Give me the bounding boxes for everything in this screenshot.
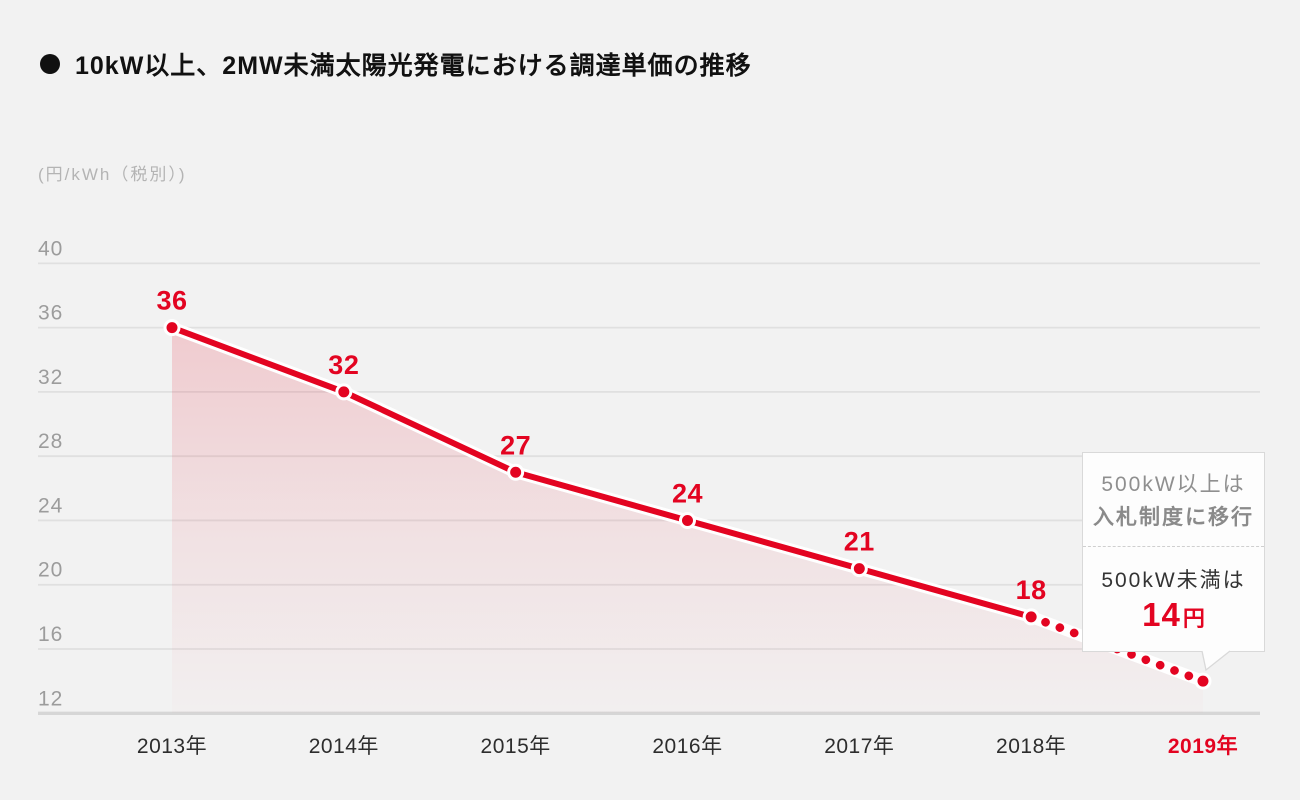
x-axis-label: 2018年 [996, 735, 1066, 758]
callout-bottom-label: 500kW未満は [1101, 569, 1246, 592]
callout-top-line1: 500kW以上は [1101, 473, 1246, 496]
data-point [507, 463, 525, 481]
y-tick-label: 36 [38, 302, 63, 325]
data-point [1194, 672, 1212, 690]
y-tick-label: 28 [38, 430, 63, 453]
x-axis-label: 2014年 [309, 735, 379, 758]
callout-value-row: 14 円 [1142, 596, 1205, 634]
bullet-icon [40, 54, 60, 74]
y-tick-label: 12 [38, 687, 63, 710]
x-axis-label-highlight: 2019年 [1168, 734, 1238, 758]
y-tick-label: 20 [38, 559, 63, 582]
callout-tail-icon [1201, 650, 1231, 672]
data-point-label: 36 [156, 286, 187, 316]
x-axis-label: 2017年 [824, 735, 894, 758]
callout-price-value: 14 [1142, 596, 1181, 633]
data-point-label: 27 [500, 430, 531, 460]
y-tick-label: 32 [38, 366, 63, 389]
y-tick-label: 40 [38, 237, 63, 260]
data-point [335, 383, 353, 401]
callout-bottom-section: 500kW未満は 14 円 [1083, 547, 1264, 651]
callout-top-line2: 入札制度に移行 [1093, 506, 1254, 529]
y-tick-label: 24 [38, 494, 63, 517]
data-point [163, 319, 181, 337]
callout-box: 500kW以上は 入札制度に移行 500kW未満は 14 円 [1082, 452, 1265, 652]
x-axis-label: 2013年 [137, 735, 207, 758]
price-line-solid [169, 324, 1035, 620]
chart-title: 10kW以上、2MW未満太陽光発電における調達単価の推移 [75, 52, 752, 80]
area-fill [172, 327, 1203, 714]
callout-top-section: 500kW以上は 入札制度に移行 [1083, 453, 1264, 547]
data-point [1022, 608, 1040, 626]
data-point [678, 511, 696, 529]
y-tick-label: 16 [38, 623, 63, 646]
x-axis-labels: 2013年 2014年 2015年 2016年 2017年 2018年 2019年 [137, 734, 1238, 758]
chart-header: 10kW以上、2MW未満太陽光発電における調達単価の推移 [40, 46, 752, 82]
data-point-label: 21 [844, 527, 875, 557]
data-point-label: 24 [672, 478, 703, 508]
y-axis-unit-label: (円/kWh（税別）) [38, 165, 187, 184]
x-axis-label: 2016年 [652, 735, 722, 758]
x-axis-label: 2015年 [481, 735, 551, 758]
data-point [850, 560, 868, 578]
callout-price-unit: 円 [1182, 606, 1205, 631]
data-point-label: 32 [328, 350, 359, 380]
data-points: 36 32 27 24 21 18 [156, 286, 1212, 690]
data-point-label: 18 [1016, 575, 1047, 605]
